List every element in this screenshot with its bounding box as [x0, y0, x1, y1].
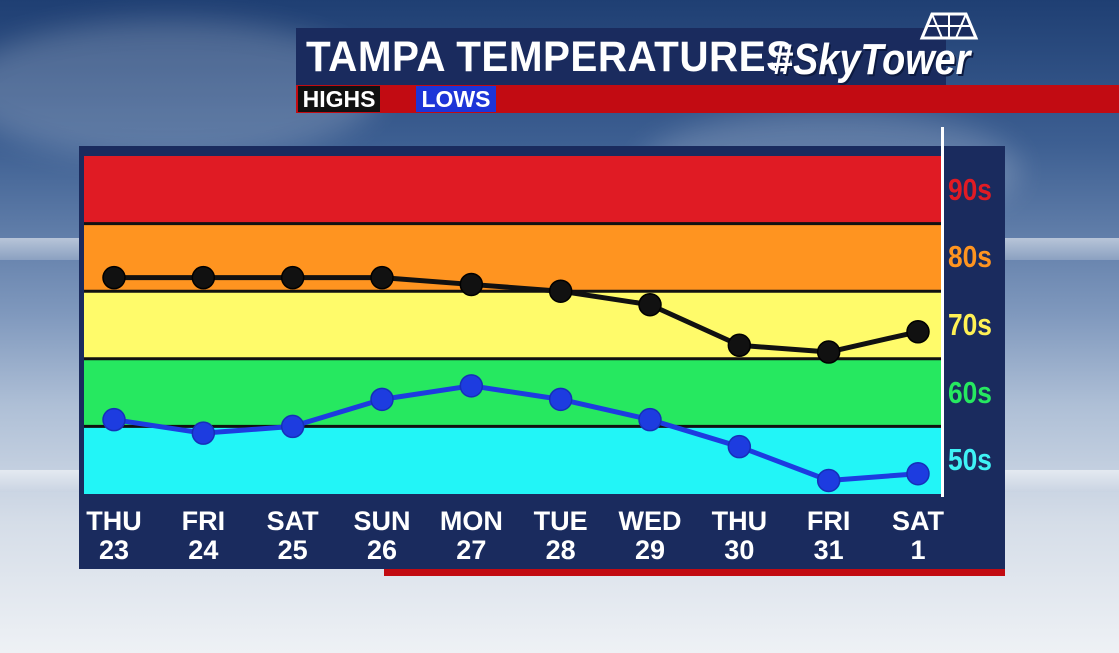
highs-point	[102, 265, 126, 290]
title-bar	[296, 28, 946, 85]
x-tick-day: THU	[86, 506, 142, 536]
band-label-90s: 90s	[948, 171, 992, 207]
lows-point	[906, 461, 930, 486]
x-tick-date: 24	[188, 535, 219, 565]
x-tick-date: 26	[366, 535, 398, 565]
lows-line	[113, 383, 919, 483]
highs-point	[638, 292, 662, 317]
legend-lows: LOWS	[416, 86, 496, 112]
lows-point	[459, 374, 484, 398]
x-tick-day: MON	[439, 506, 503, 536]
highs-line	[114, 275, 919, 355]
highs-point	[906, 320, 930, 344]
skytower-hashtag: #SkyTower	[772, 35, 971, 84]
lows-point	[548, 387, 573, 412]
x-tick-date: 31	[813, 535, 844, 565]
x-tick-label: THU 23	[74, 507, 154, 565]
lows-point	[816, 468, 841, 493]
x-tick-date: 25	[277, 535, 308, 565]
band-label-70s: 70s	[948, 307, 992, 342]
x-tick-label: SAT 25	[253, 507, 333, 565]
x-tick-label: FRI 24	[163, 507, 243, 565]
highs-point	[280, 265, 305, 290]
x-tick-label: TUE 28	[521, 507, 601, 565]
x-tick-day: SAT	[266, 506, 319, 536]
x-tick-day: THU	[711, 506, 768, 536]
x-tick-label: MON 27	[431, 507, 511, 565]
x-tick-date: 1	[910, 535, 926, 565]
highs-point	[191, 265, 216, 290]
x-tick-date: 27	[456, 535, 487, 565]
lows-point	[191, 421, 216, 445]
lows-point	[102, 407, 126, 432]
chart-title: TAMPA TEMPERATURES	[306, 33, 794, 81]
band-label-50s: 50s	[948, 442, 992, 478]
highs-point	[370, 265, 394, 290]
x-tick-date: 23	[98, 535, 130, 565]
highs-point	[727, 333, 752, 358]
band-90s	[84, 156, 941, 224]
x-tick-day: FRI	[181, 506, 226, 536]
bottom-stripe	[384, 569, 1005, 576]
x-tick-label: WED 29	[610, 507, 690, 565]
lows-point	[280, 414, 305, 439]
skytower-logo-icon	[919, 12, 979, 40]
lows-point	[638, 407, 662, 432]
highs-point	[548, 279, 573, 303]
band-50s	[84, 426, 941, 494]
x-tick-label: FRI 31	[789, 507, 869, 565]
band-label-60s: 60s	[948, 374, 992, 410]
band-divider	[941, 127, 944, 497]
x-tick-date: 29	[634, 535, 666, 565]
x-tick-label: SAT 1	[878, 507, 958, 565]
lows-point	[727, 434, 752, 459]
highs-point	[816, 340, 841, 364]
x-tick-day: TUE	[533, 506, 588, 536]
x-tick-day: SAT	[892, 506, 944, 536]
lows-point	[370, 387, 394, 412]
band-label-80s: 80s	[948, 239, 992, 275]
x-tick-day: WED	[618, 506, 682, 536]
x-tick-date: 30	[724, 535, 755, 565]
x-tick-label: THU 30	[699, 507, 779, 565]
x-tick-date: 28	[545, 535, 576, 565]
highs-point	[459, 272, 484, 297]
x-tick-day: SUN	[353, 506, 411, 536]
x-tick-label: SUN 26	[342, 507, 422, 565]
legend-highs: HIGHS	[298, 86, 380, 112]
x-tick-day: FRI	[806, 506, 851, 536]
